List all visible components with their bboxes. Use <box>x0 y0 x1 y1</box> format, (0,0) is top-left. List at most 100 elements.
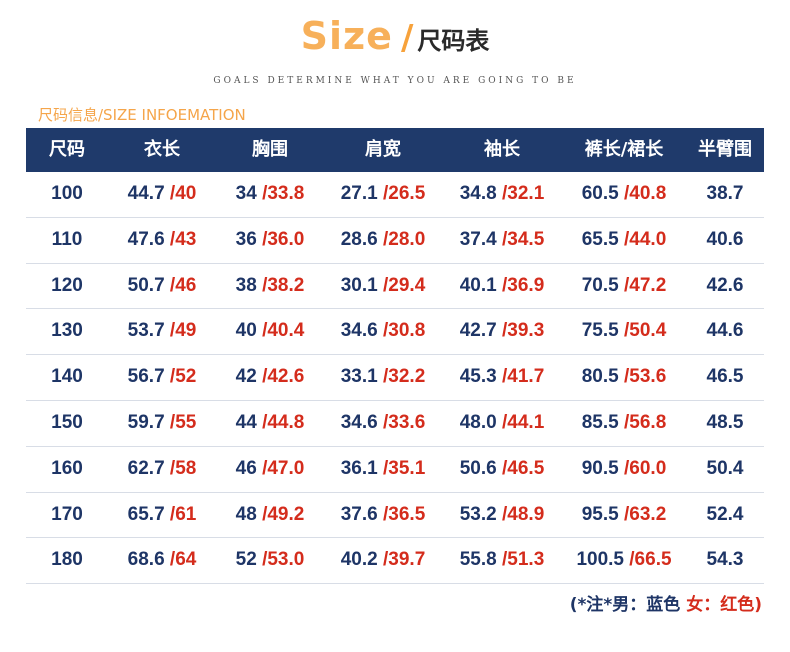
shoulder-female-value: /26.5 <box>383 183 426 204</box>
chest-male-value: 34 <box>235 183 257 204</box>
shoulder-female-value: /29.4 <box>383 274 426 296</box>
arm-value: 50.4 <box>706 457 744 479</box>
shoulder-male-value: 37.6 <box>340 503 378 525</box>
shoulder-female-value: /39.7 <box>383 549 426 571</box>
cell-length: 65.7 /61 <box>108 493 216 538</box>
table-row: 120 50.7 /46 38 /38.2 30.1 /29.4 40.1 /36.9 7… <box>26 264 764 310</box>
cell-shoulder: 33.1 /32.2 <box>324 355 442 400</box>
length-male-value: 68.6 <box>127 549 165 571</box>
length-female-value: /49 <box>169 320 197 342</box>
chest-male-value: 38 <box>235 274 257 296</box>
cell-sleeve: 37.4 /34.5 <box>442 218 562 263</box>
table-header: 尺码 衣长 胸围 肩宽 袖长 裤长/裙长 半臂围 <box>26 128 764 172</box>
cell-chest: 52 /53.0 <box>216 538 324 583</box>
length-female-value: /58 <box>169 457 197 479</box>
sleeve-female-value: /32.1 <box>502 183 545 204</box>
title-english: Size <box>300 14 393 58</box>
cell-size: 110 <box>26 218 108 263</box>
header-size: 尺码 <box>49 139 85 160</box>
cell-pants: 70.5 /47.2 <box>562 264 686 309</box>
chest-male-value: 48 <box>235 503 257 525</box>
cell-sleeve: 55.8 /51.3 <box>442 538 562 583</box>
length-male-value: 59.7 <box>127 411 165 433</box>
cell-pants: 90.5 /60.0 <box>562 447 686 492</box>
sleeve-male-value: 48.0 <box>459 411 497 433</box>
cell-arm: 42.6 <box>686 264 764 309</box>
table-row: 180 68.6 /64 52 /53.0 40.2 /39.7 55.8 /51.3 1… <box>26 538 764 585</box>
title-slash: / <box>400 18 414 58</box>
cell-shoulder: 28.6 /28.0 <box>324 218 442 263</box>
chest-male-value: 40 <box>235 320 257 342</box>
size-value: 100 <box>51 183 83 204</box>
length-male-value: 62.7 <box>127 457 165 479</box>
header-arm: 半臂围 <box>698 139 752 160</box>
sleeve-female-value: /39.3 <box>502 320 545 342</box>
pants-female-value: /40.8 <box>624 183 667 204</box>
cell-length: 53.7 /49 <box>108 309 216 354</box>
cell-length: 59.7 /55 <box>108 401 216 446</box>
shoulder-male-value: 33.1 <box>340 366 378 388</box>
cell-chest: 46 /47.0 <box>216 447 324 492</box>
shoulder-male-value: 34.6 <box>340 320 378 342</box>
cell-length: 62.7 /58 <box>108 447 216 492</box>
header-shoulder: 肩宽 <box>365 139 401 160</box>
pants-male-value: 90.5 <box>581 457 619 479</box>
sleeve-female-value: /44.1 <box>502 411 545 433</box>
shoulder-male-value: 27.1 <box>340 183 378 204</box>
chest-female-value: /42.6 <box>262 366 305 388</box>
sleeve-male-value: 55.8 <box>459 549 497 571</box>
cell-chest: 40 /40.4 <box>216 309 324 354</box>
note-male: (*注*男：蓝色 <box>569 595 681 615</box>
cell-arm: 44.6 <box>686 309 764 354</box>
cell-pants: 95.5 /63.2 <box>562 493 686 538</box>
cell-arm: 40.6 <box>686 218 764 263</box>
size-value: 140 <box>51 366 83 388</box>
cell-length: 50.7 /46 <box>108 264 216 309</box>
sleeve-male-value: 37.4 <box>459 228 497 250</box>
pants-male-value: 85.5 <box>581 411 619 433</box>
cell-size: 160 <box>26 447 108 492</box>
cell-sleeve: 40.1 /36.9 <box>442 264 562 309</box>
cell-sleeve: 42.7 /39.3 <box>442 309 562 354</box>
chest-female-value: /36.0 <box>262 228 305 250</box>
chest-female-value: /38.2 <box>262 274 305 296</box>
shoulder-male-value: 30.1 <box>340 274 378 296</box>
shoulder-male-value: 36.1 <box>340 457 378 479</box>
cell-size: 180 <box>26 538 108 583</box>
length-male-value: 53.7 <box>127 320 165 342</box>
length-male-value: 65.7 <box>127 503 165 525</box>
sleeve-male-value: 34.8 <box>459 183 497 204</box>
chest-female-value: /44.8 <box>262 411 305 433</box>
cell-length: 68.6 /64 <box>108 538 216 583</box>
sleeve-female-value: /36.9 <box>502 274 545 296</box>
cell-size: 130 <box>26 309 108 354</box>
pants-male-value: 80.5 <box>581 366 619 388</box>
table-body: 100 44.7 /40 34 /33.8 27.1 /26.5 34.8 /32.1 6… <box>26 172 764 585</box>
header-pants: 裤长/裙长 <box>584 139 664 160</box>
pants-female-value: /47.2 <box>624 274 667 296</box>
cell-size: 170 <box>26 493 108 538</box>
cell-arm: 38.7 <box>686 172 764 217</box>
cell-size: 120 <box>26 264 108 309</box>
pants-male-value: 95.5 <box>581 503 619 525</box>
arm-value: 48.5 <box>706 411 744 433</box>
chest-male-value: 52 <box>235 549 257 571</box>
size-value: 160 <box>51 457 83 479</box>
length-female-value: /46 <box>169 274 197 296</box>
size-value: 110 <box>51 228 83 250</box>
subtitle-slogan: GOALS DETERMINE WHAT YOU ARE GOING TO BE <box>213 76 577 86</box>
cell-length: 56.7 /52 <box>108 355 216 400</box>
arm-value: 40.6 <box>706 228 744 250</box>
sleeve-male-value: 40.1 <box>459 274 497 296</box>
cell-shoulder: 34.6 /33.6 <box>324 401 442 446</box>
page-header: Size / 尺码表 GOALS DETERMINE WHAT YOU ARE GO… <box>0 0 790 100</box>
table-row: 160 62.7 /58 46 /47.0 36.1 /35.1 50.6 /46.5 9… <box>26 447 764 493</box>
cell-chest: 42 /42.6 <box>216 355 324 400</box>
chest-male-value: 36 <box>235 228 257 250</box>
header-sleeve: 袖长 <box>484 139 520 160</box>
chest-female-value: /40.4 <box>262 320 305 342</box>
sleeve-female-value: /46.5 <box>502 457 545 479</box>
cell-sleeve: 48.0 /44.1 <box>442 401 562 446</box>
shoulder-female-value: /30.8 <box>383 320 426 342</box>
pants-female-value: /66.5 <box>629 549 672 571</box>
